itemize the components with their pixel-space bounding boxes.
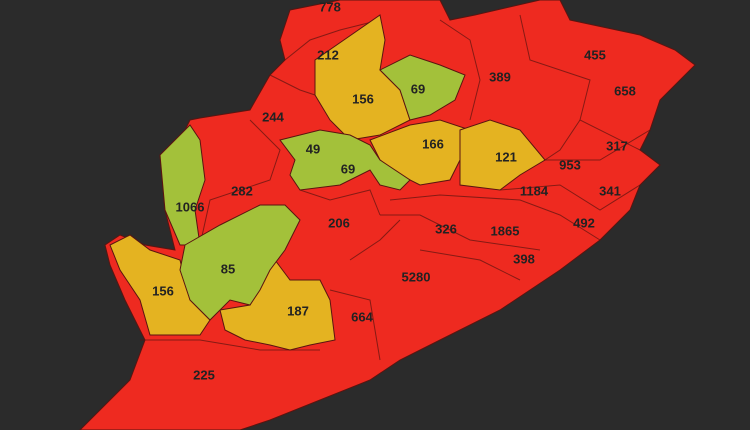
district-label: 341 xyxy=(599,183,621,198)
district-label: 1184 xyxy=(520,183,549,198)
district-label: 389 xyxy=(489,69,511,84)
district-label: 225 xyxy=(193,367,215,382)
district-label: 121 xyxy=(495,149,517,164)
district-label: 5280 xyxy=(402,269,431,284)
district-label: 187 xyxy=(287,303,309,318)
green-districts xyxy=(159,54,466,321)
district-label: 317 xyxy=(606,138,628,153)
district-label: 282 xyxy=(231,183,253,198)
district-label: 69 xyxy=(341,161,355,176)
district-label: 326 xyxy=(435,221,457,236)
district-label: 206 xyxy=(328,215,350,230)
district-borders xyxy=(140,14,651,361)
district-label: 778 xyxy=(319,0,341,14)
yellow-districts xyxy=(109,14,546,351)
district-label: 85 xyxy=(221,261,235,276)
district-label: 244 xyxy=(262,109,284,124)
district-label: 492 xyxy=(573,215,595,230)
district-label: 455 xyxy=(584,47,606,62)
district-label: 398 xyxy=(513,251,535,266)
district-label: 156 xyxy=(152,283,174,298)
district-label: 953 xyxy=(559,157,581,172)
district-label: 658 xyxy=(614,83,636,98)
district-labels: 778 212 455 389 658 156 69 244 317 49 166 121 69 953 2… xyxy=(152,0,636,382)
district-label: 69 xyxy=(411,81,425,96)
district-label: 166 xyxy=(422,136,444,151)
district-label: 49 xyxy=(306,141,320,156)
district-label: 156 xyxy=(352,91,374,106)
district-label: 212 xyxy=(317,47,339,62)
district-label: 1865 xyxy=(491,223,520,238)
district-label: 1066 xyxy=(176,199,205,214)
district-label: 664 xyxy=(351,309,373,324)
